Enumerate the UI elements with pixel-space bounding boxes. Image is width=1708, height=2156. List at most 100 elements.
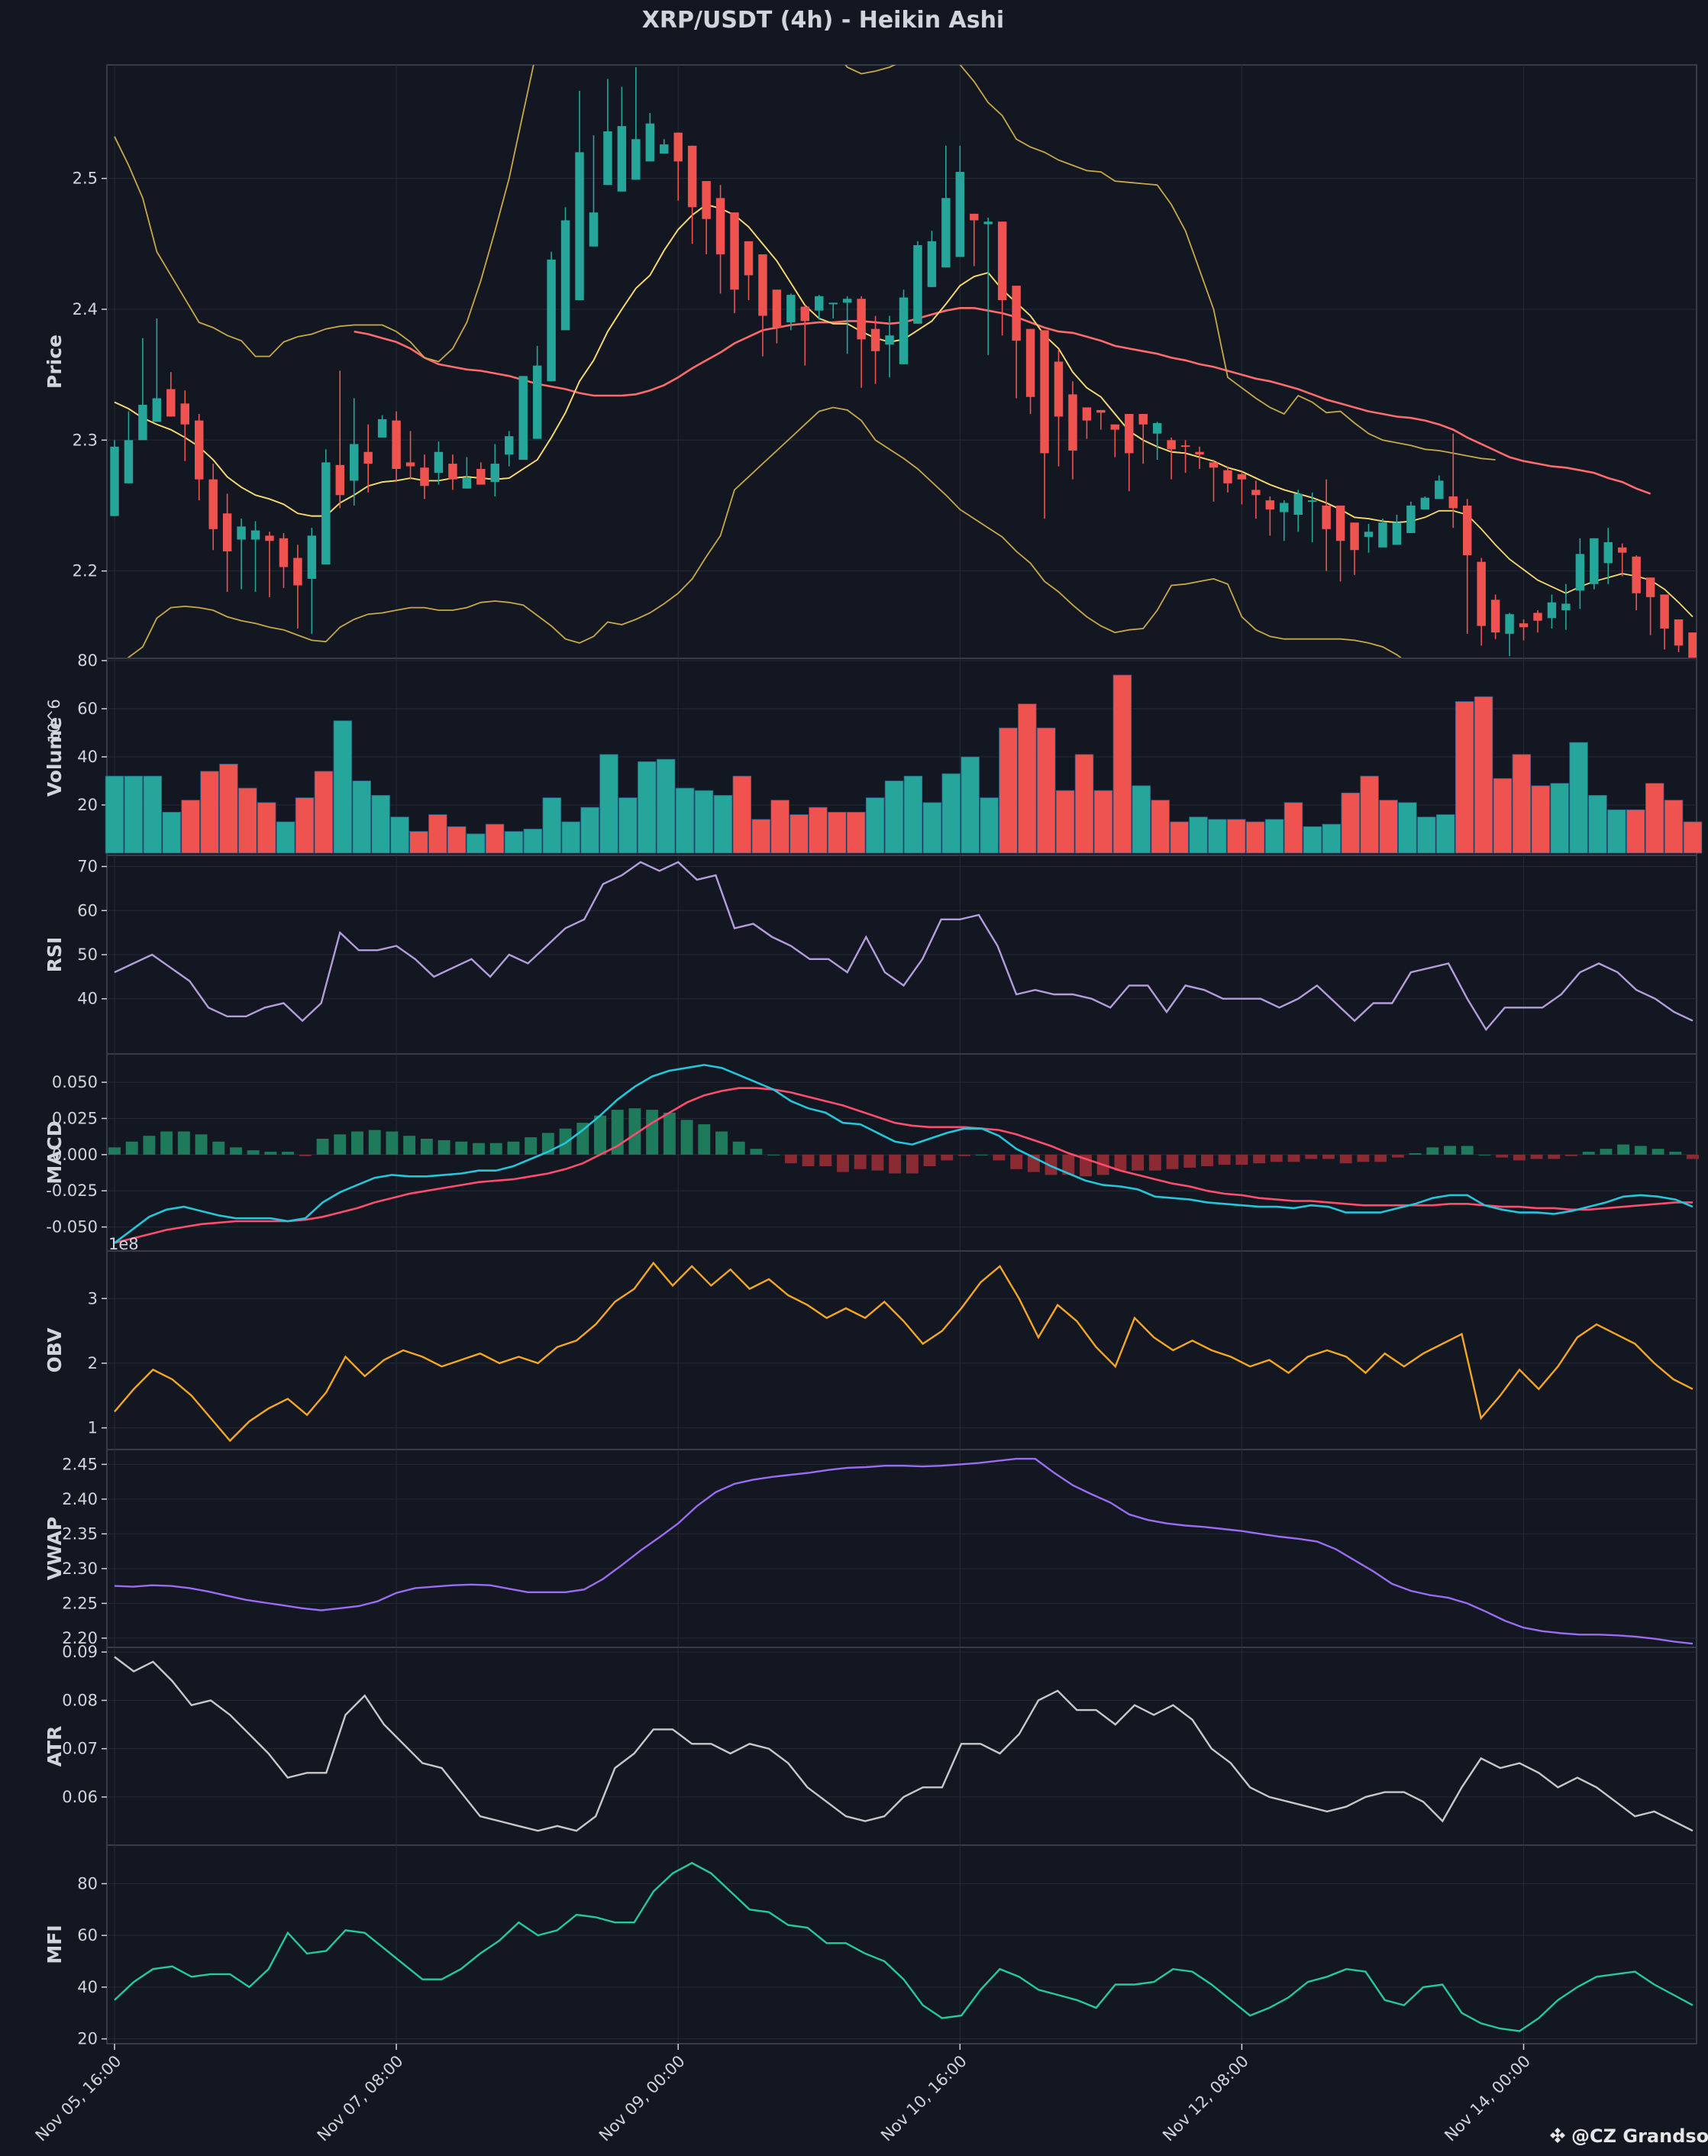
macd-histogram-bar bbox=[784, 1154, 797, 1164]
candle-body bbox=[815, 296, 824, 311]
candle-body bbox=[335, 464, 345, 496]
macd-histogram-bar bbox=[1651, 1149, 1664, 1155]
volume-bar bbox=[1018, 703, 1037, 854]
volume-bar bbox=[561, 821, 580, 854]
panel-price: 2.2 2.3 2.4 2.5 Price bbox=[44, 64, 1697, 659]
volume-bar bbox=[390, 816, 409, 854]
volume-bar bbox=[713, 795, 733, 854]
volume-bar bbox=[1208, 819, 1227, 854]
macd-histogram-bar bbox=[247, 1150, 260, 1155]
candle-body bbox=[899, 297, 909, 364]
candle-body bbox=[1645, 577, 1655, 597]
candle-body bbox=[744, 241, 754, 276]
macd-histogram-bar bbox=[1235, 1154, 1248, 1165]
volume-bar bbox=[580, 806, 599, 854]
macd-histogram-bar bbox=[386, 1131, 399, 1155]
macd-histogram-bar bbox=[576, 1123, 589, 1155]
candle-body bbox=[702, 181, 711, 219]
y-tick-label: 50 bbox=[77, 945, 98, 964]
macd-histogram-bar bbox=[1600, 1149, 1613, 1155]
macd-histogram-bar bbox=[993, 1154, 1006, 1161]
chart-title: XRP/USDT (4h) - Heikin Ashi bbox=[642, 7, 1004, 34]
macd-histogram-bar bbox=[906, 1154, 919, 1174]
macd-histogram-bar bbox=[1669, 1152, 1682, 1155]
volume-bar bbox=[1626, 809, 1645, 854]
volume-bar bbox=[219, 764, 238, 854]
panel-obv: 1 2 3 OBV 1e8 bbox=[44, 1235, 1697, 1450]
volume-bar bbox=[980, 797, 999, 854]
volume-bar bbox=[789, 814, 809, 854]
candle-body bbox=[363, 451, 373, 464]
candle-body bbox=[1350, 522, 1359, 551]
candle-body bbox=[1280, 503, 1289, 512]
y-tick-label: 2.20 bbox=[62, 1629, 98, 1647]
macd-histogram-bar bbox=[1409, 1152, 1422, 1155]
volume-bar bbox=[162, 812, 181, 854]
candle-body bbox=[560, 220, 570, 331]
macd-histogram-bar bbox=[1339, 1154, 1352, 1164]
macd-histogram-bar bbox=[680, 1120, 693, 1155]
candle-body bbox=[1293, 493, 1303, 515]
y-tick-label: 40 bbox=[77, 1978, 98, 1996]
candle-body bbox=[1025, 328, 1035, 397]
volume-bar bbox=[1683, 821, 1703, 854]
y-tick-label: 40 bbox=[77, 748, 98, 766]
volume-bar bbox=[466, 833, 486, 854]
macd-histogram-bar bbox=[437, 1139, 450, 1155]
candle-body bbox=[377, 419, 387, 438]
line-bollinger_mid bbox=[114, 203, 1411, 524]
candle-body bbox=[575, 152, 584, 300]
candle-body bbox=[1195, 451, 1204, 455]
macd-histogram-bar bbox=[767, 1154, 780, 1156]
macd-histogram-bar bbox=[1322, 1154, 1335, 1159]
macd-histogram-bar bbox=[1634, 1146, 1647, 1155]
volume-bar bbox=[181, 800, 200, 854]
candle-body bbox=[1180, 445, 1190, 448]
candle-body bbox=[913, 245, 922, 324]
volume-bar bbox=[295, 797, 315, 854]
volume-bar bbox=[1398, 802, 1417, 854]
macd-histogram-bar bbox=[1201, 1154, 1213, 1166]
candle-body bbox=[1209, 462, 1219, 468]
panel-mfi: 20 40 60 80 MFI bbox=[44, 1844, 1697, 2048]
line-bollinger bbox=[126, 406, 1403, 658]
candle-body bbox=[405, 462, 415, 467]
candle-body bbox=[617, 126, 627, 192]
candle-body bbox=[997, 221, 1007, 300]
candle-body bbox=[420, 467, 429, 486]
macd-histogram-bar bbox=[1166, 1154, 1179, 1169]
candle-body bbox=[265, 535, 274, 541]
macd-histogram-bar bbox=[1357, 1154, 1370, 1162]
volume-bar bbox=[1322, 823, 1342, 854]
candle-body bbox=[1322, 505, 1331, 529]
volume-bar bbox=[732, 775, 752, 854]
volume-bar bbox=[409, 831, 428, 854]
macd-histogram-bar bbox=[351, 1131, 363, 1155]
candle-body bbox=[1660, 594, 1669, 629]
candle-body bbox=[772, 289, 782, 328]
y-axis-label-price: Price bbox=[44, 335, 66, 389]
y-tick-label: 60 bbox=[77, 901, 98, 920]
macd-histogram-bar bbox=[316, 1139, 329, 1155]
candle-body bbox=[110, 446, 119, 516]
volume-bar bbox=[694, 790, 714, 854]
macd-histogram-bar bbox=[125, 1141, 138, 1155]
candle-body bbox=[842, 299, 852, 303]
candle-body bbox=[462, 477, 472, 489]
candle-body bbox=[1307, 500, 1317, 503]
candle-body bbox=[237, 526, 246, 540]
candle-body bbox=[152, 398, 162, 422]
candle-body bbox=[673, 132, 683, 162]
y-tick-label: 2.25 bbox=[62, 1594, 98, 1612]
macd-histogram-bar bbox=[559, 1128, 572, 1155]
macd-histogram-bar bbox=[628, 1108, 641, 1155]
candle-body bbox=[250, 530, 260, 540]
y-tick-label: 20 bbox=[77, 2030, 98, 2048]
candle-body bbox=[603, 131, 612, 186]
line-mfi bbox=[114, 1861, 1693, 2032]
volume-bar bbox=[1189, 816, 1208, 854]
candle-body bbox=[927, 241, 937, 287]
macd-histogram-bar bbox=[732, 1141, 745, 1155]
volume-scale-label: 10^6 bbox=[45, 699, 63, 743]
volume-bar bbox=[124, 775, 144, 854]
